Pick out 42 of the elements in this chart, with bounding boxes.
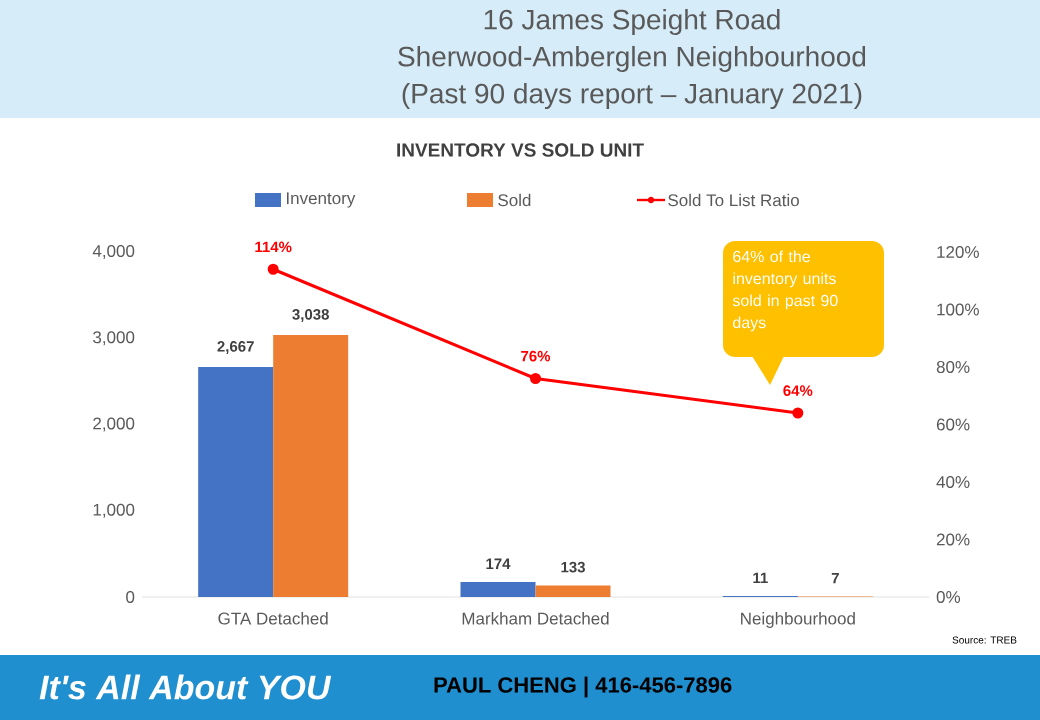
data-label: 64%	[783, 385, 813, 396]
annotation: 64% of the inventory units sold in past 90 days	[732, 250, 838, 332]
data-label: 11	[753, 572, 768, 583]
text: It's All About YOU	[39, 674, 332, 700]
point	[267, 263, 279, 275]
x-tick-label: GTA Detached	[218, 612, 328, 625]
y-tick-label: 0	[126, 591, 135, 604]
y2-tick-label: 20%	[936, 533, 970, 546]
data-label: 133	[561, 561, 585, 573]
y-tick-label: 3,000	[93, 331, 135, 346]
y-tick-label: 4,000	[92, 245, 135, 260]
y2-tick-label: 100%	[937, 303, 979, 316]
data-label: 3,038	[292, 309, 329, 322]
data-label: 2,667	[217, 341, 254, 354]
text: PAUL CHENG | 416-456-7896	[434, 676, 732, 698]
text: (Past 90 days report – January 2021)	[402, 82, 862, 110]
legend-label: Inventory	[286, 192, 356, 208]
point	[530, 373, 541, 384]
data-label: 114%	[255, 241, 292, 253]
y2-tick-label: 120%	[937, 246, 979, 259]
y2-tick-label: 40%	[936, 476, 970, 489]
point	[792, 407, 804, 419]
text: Sherwood-Amberglen Neighbourhood	[398, 45, 866, 73]
bar	[535, 585, 611, 597]
bar	[460, 581, 536, 597]
legend-label: Sold	[498, 193, 531, 207]
bar	[273, 334, 349, 597]
chart-title: INVENTORY VS SOLD UNIT	[397, 143, 644, 157]
y2-tick-label: 60%	[936, 418, 970, 431]
x-tick-label: Markham Detached	[462, 612, 609, 625]
data-label: 174	[486, 558, 511, 569]
text: 16 James Speight Road	[484, 8, 780, 36]
data-label: 7	[831, 573, 839, 584]
y2-tick-label: 0%	[936, 591, 961, 604]
bar	[198, 366, 274, 597]
y-tick-label: 1,000	[93, 503, 135, 518]
y2-tick-label: 80%	[936, 361, 970, 374]
data-label: 76%	[521, 350, 551, 362]
legend-label: Sold To List Ratio	[668, 193, 799, 207]
source-note: Source: TREB	[952, 636, 1017, 644]
y-tick-label: 2,000	[93, 417, 135, 432]
x-tick-label: Neighbourhood	[741, 612, 855, 628]
